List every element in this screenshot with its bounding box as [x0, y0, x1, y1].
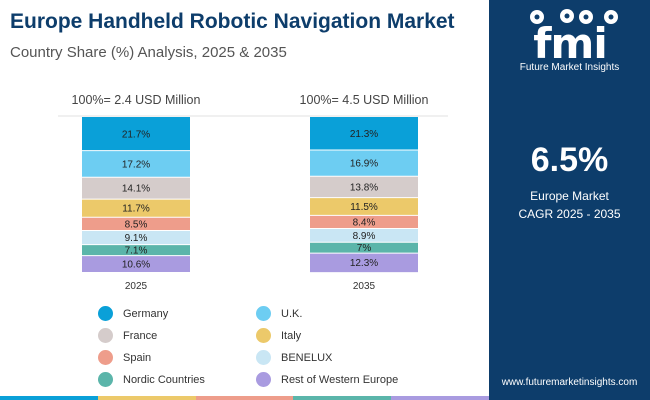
bottom-bar-segment-3 — [293, 396, 392, 400]
bar-segment-2035-4 — [310, 215, 418, 229]
legend-label: Nordic Countries — [123, 373, 205, 386]
bar-segment-2025-4 — [82, 217, 190, 231]
legend-label: Rest of Western Europe — [281, 373, 399, 386]
fmi-logo: fmi — [530, 9, 618, 62]
data-label-2035-3: 11.5% — [350, 202, 378, 213]
data-label-2025-6: 7.1% — [125, 246, 148, 257]
cagr-region-label: Europe Market — [530, 189, 609, 203]
bar-segment-2035-7 — [310, 253, 418, 273]
x-tick-label-2035: 2035 — [353, 281, 376, 292]
legend-swatch — [98, 328, 113, 343]
data-label-2025-0: 21.7% — [122, 129, 150, 140]
legend-label: Italy — [281, 329, 302, 342]
legend-swatch — [98, 306, 113, 321]
bar-segment-2035-3 — [310, 197, 418, 216]
x-tick-label-2025: 2025 — [125, 281, 148, 292]
data-label-2035-7: 12.3% — [350, 258, 378, 269]
legend-swatch — [98, 350, 113, 365]
bottom-bar-segment-2 — [195, 396, 294, 400]
legend-swatch — [256, 350, 271, 365]
bar-segment-2025-6 — [82, 244, 190, 256]
website-link[interactable]: www.futuremarketinsights.com — [501, 377, 638, 388]
data-label-2025-4: 8.5% — [125, 219, 148, 230]
legend-item-nordic-countries: Nordic Countries — [98, 372, 205, 387]
data-label-2035-5: 8.9% — [353, 231, 376, 242]
brand-name: Future Market Insights — [519, 62, 620, 73]
legend-item-u-k-: U.K. — [256, 306, 302, 321]
legend-item-benelux: BENELUX — [256, 350, 332, 365]
data-label-2035-6: 7% — [357, 243, 372, 254]
chart-legend: Germany U.K. France Italy Spain BENELUX Nordic… — [98, 302, 438, 394]
legend-item-france: France — [98, 328, 157, 343]
legend-item-germany: Germany — [98, 306, 168, 321]
cagr-value: 6.5% — [530, 141, 609, 179]
page-title: Europe Handheld Robotic Navigation Marke… — [10, 10, 455, 33]
stacked-bar-chart: 100%= 2.4 USD Million 21.7% 17.2% 14.1% 11.7… — [58, 93, 448, 292]
data-label-2025-7: 10.6% — [122, 259, 150, 270]
logo-wordmark: fmi — [533, 19, 606, 62]
data-label-2025-5: 9.1% — [125, 233, 148, 244]
data-label-2025-3: 11.7% — [122, 204, 150, 215]
bar-segment-2025-1 — [82, 150, 190, 178]
bar-segment-2035-2 — [310, 176, 418, 198]
total-label-2035: 100%= 4.5 USD Million — [300, 93, 429, 107]
data-label-2035-1: 16.9% — [350, 159, 378, 170]
bar-segment-2035-0 — [310, 117, 418, 151]
legend-label: BENELUX — [281, 351, 333, 364]
data-label-2025-1: 17.2% — [122, 159, 150, 170]
bar-segment-2025-0 — [82, 117, 190, 151]
bar-segment-2035-1 — [310, 150, 418, 177]
legend-swatch — [256, 328, 271, 343]
bottom-color-bar — [0, 396, 489, 400]
bar-segment-2035-6 — [310, 242, 418, 254]
legend-label: U.K. — [281, 307, 303, 320]
legend-label: Spain — [123, 351, 152, 364]
total-label-2025: 100%= 2.4 USD Million — [72, 93, 201, 107]
legend-swatch — [256, 306, 271, 321]
bar-segment-2025-5 — [82, 230, 190, 245]
bottom-bar-segment-0 — [0, 396, 98, 400]
legend-swatch — [256, 372, 271, 387]
data-label-2025-2: 14.1% — [122, 184, 150, 195]
legend-item-spain: Spain — [98, 350, 151, 365]
legend-label: France — [123, 329, 158, 342]
legend-swatch — [98, 372, 113, 387]
cagr-panel: fmi Future Market Insights 6.5% Europe M… — [489, 0, 650, 400]
bar-segment-2025-3 — [82, 199, 190, 218]
bar-segment-2025-7 — [82, 255, 190, 272]
page-subtitle: Country Share (%) Analysis, 2025 & 2035 — [10, 44, 287, 61]
cagr-period-label: CAGR 2025 - 2035 — [518, 207, 621, 221]
bar-segment-2025-2 — [82, 177, 190, 200]
data-label-2035-2: 13.8% — [350, 182, 378, 193]
legend-item-italy: Italy — [256, 328, 301, 343]
legend-label: Germany — [123, 307, 169, 320]
bottom-bar-segment-1 — [97, 396, 196, 400]
legend-item-rest-of-western-europe: Rest of Western Europe — [256, 372, 398, 387]
data-label-2035-0: 21.3% — [350, 129, 378, 140]
data-label-2035-4: 8.4% — [353, 217, 376, 228]
bar-segment-2035-5 — [310, 228, 418, 243]
bottom-bar-segment-4 — [391, 396, 489, 400]
